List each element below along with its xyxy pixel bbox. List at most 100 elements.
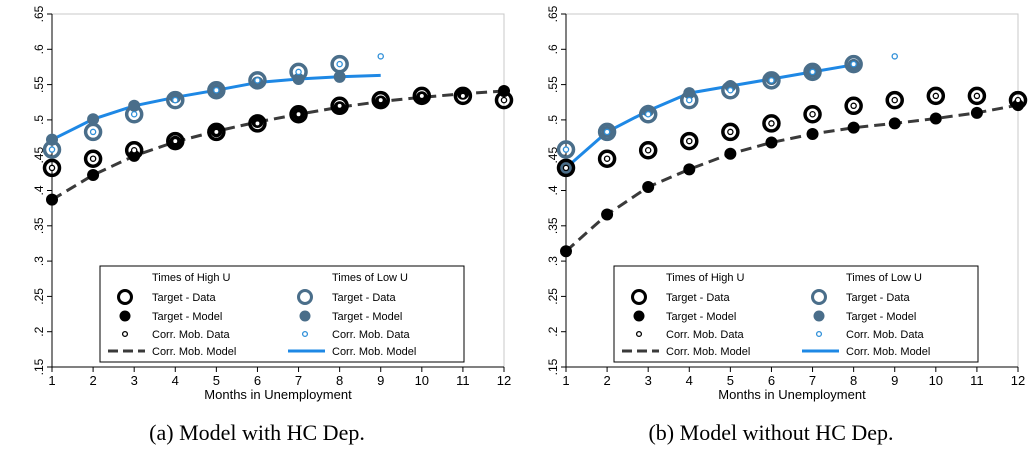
point-low-corr-data (295, 68, 302, 76)
point-high-corr-data (213, 128, 220, 136)
point-low-target-data (330, 54, 349, 74)
point-high-corr-data (850, 102, 857, 110)
legend-marker-low-target-data (811, 289, 827, 305)
y-tick-label: .55 (32, 76, 46, 93)
legend-marker-high-target-data (117, 289, 133, 305)
point-high-corr-data (768, 120, 775, 127)
point-high-target-data (926, 86, 946, 106)
x-tick-label: 5 (213, 373, 220, 388)
point-low-corr-data (562, 146, 570, 153)
point-high-target-model (560, 245, 572, 258)
point-high-corr-data (418, 92, 426, 100)
legend-label-high-target-model: Target - Model (152, 311, 222, 323)
point-high-target-data (762, 114, 781, 133)
point-low-target-data (248, 71, 267, 90)
x-tick-label: 6 (768, 373, 775, 388)
point-high-target-data (721, 122, 740, 142)
y-tick-label: .4 (32, 185, 46, 195)
legend-group-high: Times of High U (666, 272, 745, 284)
point-high-corr-data (686, 137, 693, 145)
x-tick-label: 10 (415, 373, 429, 388)
series-high-corr-model-line (51, 89, 505, 201)
x-axis-label: Months in Unemployment (718, 387, 866, 402)
series-high-corr-model-line (565, 103, 1019, 253)
point-low-corr-data (891, 53, 898, 60)
x-tick-label: 4 (686, 373, 693, 388)
chart-b-caption: (b) Model without HC Dep. (648, 420, 894, 445)
x-tick-label: 2 (603, 373, 610, 388)
point-low-target-model (333, 70, 346, 83)
point-low-target-data (42, 140, 62, 159)
point-low-corr-data (213, 86, 220, 94)
point-high-corr-data (172, 137, 179, 145)
point-high-corr-data (809, 111, 816, 118)
legend-label-low-corr-data: Corr. Mob. Data (332, 329, 411, 341)
x-tick-label: 5 (727, 373, 734, 388)
x-tick-label: 12 (497, 373, 511, 388)
y-tick-label: .25 (32, 288, 46, 305)
legend-marker-high-corr-data (635, 330, 643, 338)
x-tick-label: 8 (336, 373, 343, 388)
legend-box (613, 265, 979, 363)
point-low-corr-data (686, 96, 693, 104)
point-low-corr-data (727, 86, 734, 94)
point-low-target-data (289, 62, 308, 82)
point-high-target-data (412, 86, 432, 106)
legend-group-high: Times of High U (152, 272, 231, 284)
y-tick-label: .4 (546, 185, 560, 195)
x-tick-label: 7 (809, 373, 816, 388)
chart-panel-a: .15.2.25.3.35.4.45.5.55.6.65 1 2 3 4 5 6 7 8 9 10 1… (32, 5, 514, 445)
point-low-target-data (597, 122, 617, 142)
chart-a-svg: .15.2.25.3.35.4.45.5.55.6.651 2 3 4 5 6 7 8 9 10 1… (32, 5, 514, 402)
y-tick-label: .45 (546, 147, 560, 164)
y-tick-label: .6 (32, 44, 46, 54)
point-high-target-data (453, 86, 473, 106)
legend-label-low-corr-model: Corr. Mob. Model (332, 346, 416, 358)
point-high-target-data (494, 90, 514, 110)
point-low-target-data (124, 105, 144, 124)
x-tick-label: 9 (377, 373, 384, 388)
legend-label-low-corr-model: Corr. Mob. Model (846, 346, 930, 358)
legend-marker-high-target-model (633, 310, 645, 322)
legend-marker-high-target-model (119, 310, 131, 322)
point-low-target-data (762, 71, 781, 90)
point-high-target-model (683, 163, 696, 176)
point-high-target-model (87, 168, 100, 181)
y-tick-label: .35 (32, 217, 46, 234)
point-high-corr-data (377, 96, 384, 104)
point-low-target-data (680, 90, 699, 110)
point-high-target-data (83, 149, 103, 168)
legend-marker-high-corr-data (121, 330, 129, 338)
point-high-target-data (330, 96, 349, 116)
legend-label-high-target-data: Target - Data (152, 292, 216, 304)
point-low-target-data (638, 105, 658, 124)
point-high-corr-data (727, 128, 734, 136)
chart-a-caption: (a) Model with HC Dep. (149, 420, 365, 445)
point-low-corr-data (48, 146, 56, 153)
point-high-target-data (371, 90, 390, 110)
point-low-corr-data (809, 68, 816, 76)
x-tick-label: 11 (456, 373, 470, 388)
x-tick-label: 9 (891, 373, 898, 388)
point-high-target-data (124, 141, 144, 160)
legend-group-low: Times of Low U (846, 272, 922, 284)
y-tick-label: .65 (546, 5, 560, 22)
legend-label-low-target-model: Target - Model (332, 311, 402, 323)
point-low-target-data (721, 80, 740, 100)
x-tick-label: 4 (172, 373, 179, 388)
chart-b-svg: .15.2.25.3.35.4.45.5.55.6.651 2 3 4 5 6 7 8 9 10 1… (546, 5, 1028, 402)
legend-label-low-corr-data: Corr. Mob. Data (846, 329, 925, 341)
legend-marker-low-corr-data (815, 330, 823, 338)
y-tick-label: .55 (546, 76, 560, 93)
point-high-corr-data (48, 164, 56, 172)
point-high-corr-data (603, 155, 611, 162)
point-low-corr-data (254, 77, 261, 84)
point-high-corr-data (1014, 96, 1022, 104)
point-low-corr-data (768, 77, 775, 84)
point-low-corr-data (336, 60, 343, 68)
point-high-corr-data (644, 147, 652, 154)
legend-marker-low-target-model (813, 310, 825, 322)
point-high-target-data (166, 131, 185, 151)
point-high-target-data (680, 131, 699, 151)
point-low-corr-data (603, 128, 611, 136)
